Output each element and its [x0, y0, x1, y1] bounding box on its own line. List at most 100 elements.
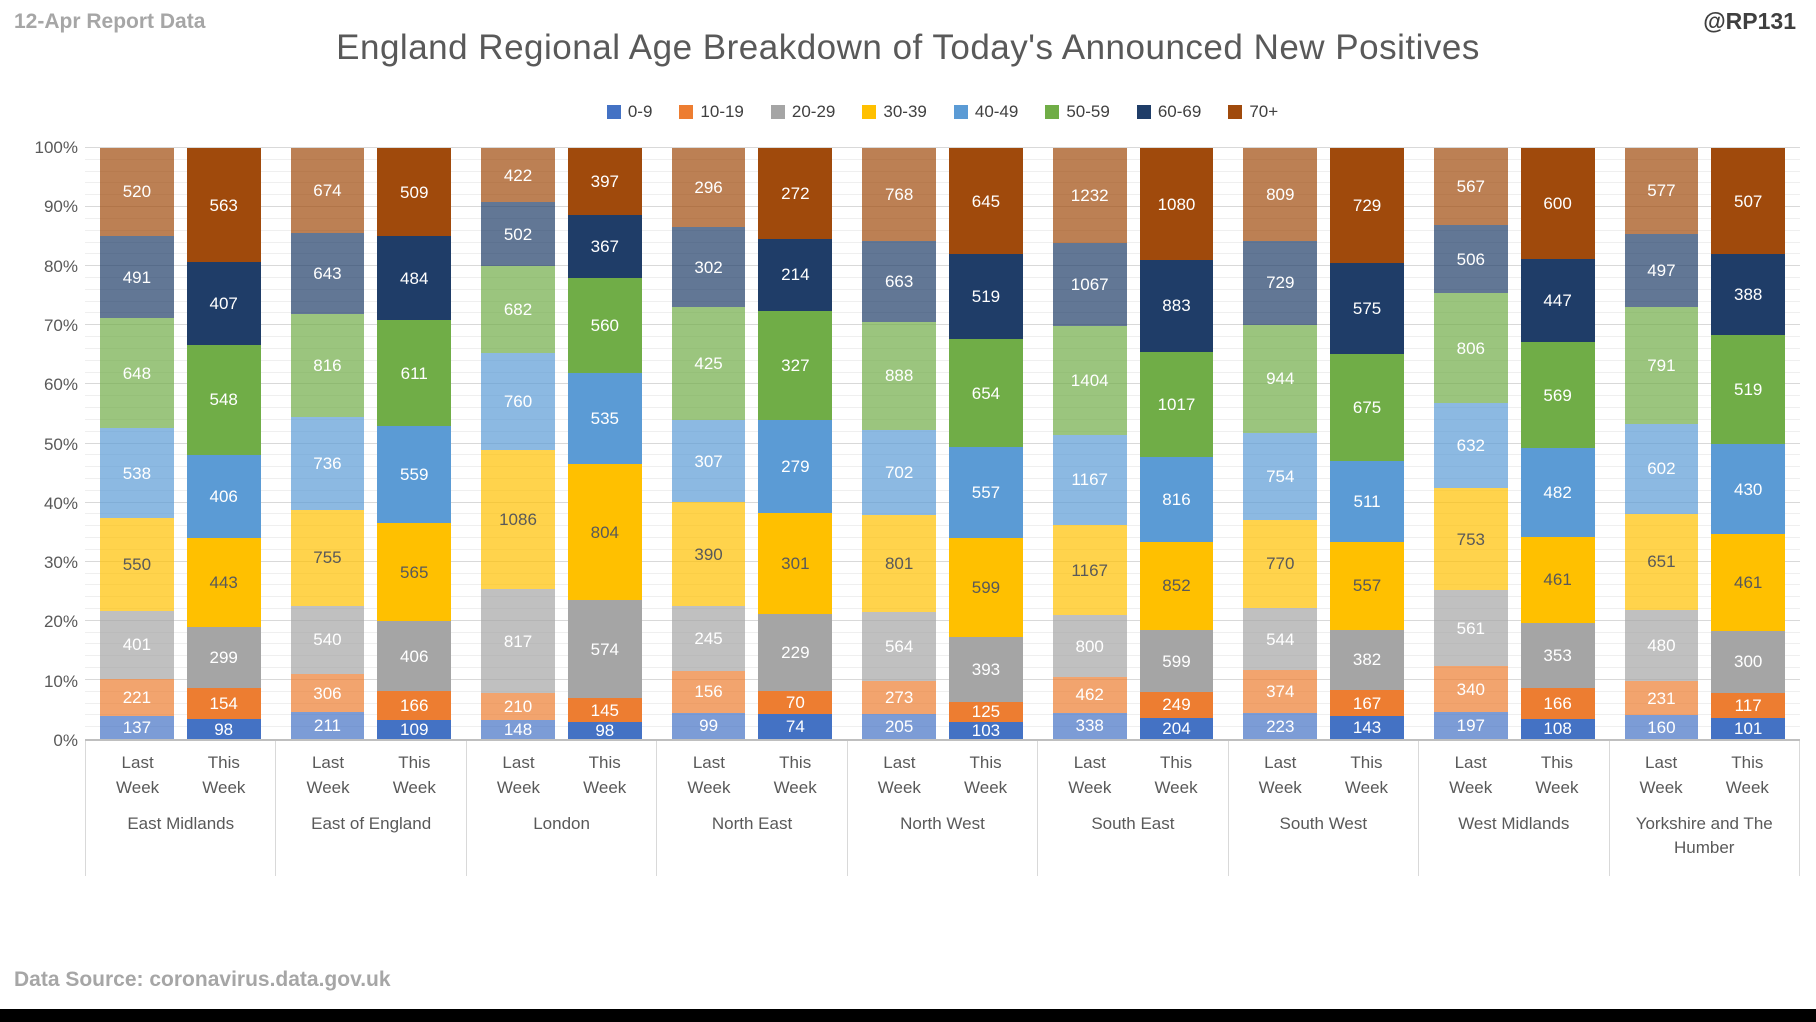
bar-segment-40-49: 557 [949, 446, 1023, 539]
bar-segment-0-9: 108 [1520, 718, 1595, 739]
bar-segment-70+: 397 [567, 148, 642, 216]
bar-segment-40-49: 760 [481, 353, 555, 451]
region-name-label: West Midlands [1458, 814, 1570, 834]
bar-segment-10-19: 117 [1711, 693, 1786, 718]
bar-segment-0-9: 160 [1624, 715, 1699, 739]
bar-segment-0-9: 74 [758, 714, 833, 739]
bar-segment-50-59: 611 [377, 320, 452, 427]
bar-segment-30-39: 770 [1243, 519, 1318, 609]
bar-segment-40-49: 279 [758, 420, 833, 514]
bar-segment-70+: 600 [1520, 148, 1595, 260]
legend-item-0-9: 0-9 [606, 102, 652, 122]
minor-gridline [85, 312, 1800, 314]
stacked-bar-last-week: 99 156 245 390 307 425 302 296 [671, 148, 746, 739]
stacked-bar-this-week: 98 145 574 804 535 560 367 397 [567, 148, 642, 739]
bar-segment-20-29: 817 [481, 588, 555, 694]
bar-segment-30-39: 755 [290, 510, 365, 606]
plot-area: 137 221 401 550 538 648 491 520 98 154 299 443 406 54… [85, 147, 1800, 741]
region-name-label: North West [900, 814, 985, 834]
bar-segment-40-49: 307 [671, 420, 746, 503]
bar-segment-60-69: 506 [1433, 224, 1508, 294]
minor-gridline [85, 454, 1800, 456]
bar-segment-10-19: 306 [290, 673, 365, 713]
bar-segment-40-49: 538 [100, 427, 174, 519]
minor-gridline [85, 194, 1800, 196]
bar-segment-20-29: 800 [1052, 615, 1127, 678]
legend-item-20-29: 20-29 [770, 102, 835, 122]
bar-segment-0-9: 223 [1243, 713, 1318, 739]
minor-gridline [85, 596, 1800, 598]
bar-segment-20-29: 382 [1330, 629, 1404, 691]
y-tick-label: 70% [43, 315, 78, 335]
bar-segment-0-9: 143 [1330, 716, 1404, 739]
bottom-black-bar [0, 1009, 1816, 1022]
bar-segment-20-29: 401 [100, 611, 174, 679]
minor-gridline [85, 631, 1800, 633]
week-label: This Week [1154, 753, 1198, 797]
bar-segment-50-59: 806 [1433, 293, 1508, 403]
region-name-label: London [533, 814, 590, 834]
legend-swatch [770, 105, 785, 119]
major-gridline [85, 206, 1800, 208]
bar-segment-50-59: 791 [1624, 307, 1699, 425]
bar-segment-70+: 509 [377, 148, 452, 237]
x-group: Last Week This Week South West [1227, 741, 1418, 876]
major-gridline [85, 147, 1800, 148]
y-tick-label: 20% [43, 612, 78, 632]
bar-segment-20-29: 540 [290, 605, 365, 674]
x-group: Last Week This Week London [465, 741, 656, 876]
region-name-label: East of England [311, 814, 432, 834]
week-label: Last Week [1449, 753, 1493, 797]
major-gridline [85, 501, 1800, 503]
legend-item-40-49: 40-49 [953, 102, 1018, 122]
bar-segment-60-69: 643 [290, 233, 365, 315]
week-label: This Week [583, 753, 627, 797]
minor-gridline [85, 300, 1800, 302]
stacked-bar-this-week: 143 167 382 557 511 675 575 729 [1330, 148, 1404, 739]
bar-segment-50-59: 675 [1330, 354, 1404, 461]
bar-segment-20-29: 564 [862, 612, 937, 681]
bar-segment-10-19: 166 [377, 691, 452, 721]
minor-gridline [85, 430, 1800, 432]
stacked-bar-this-week: 103 125 393 599 557 654 519 645 [949, 148, 1023, 739]
region-name-label: East Midlands [127, 814, 235, 834]
week-label: Last Week [877, 753, 921, 797]
bar-segment-0-9: 338 [1052, 712, 1127, 739]
bar-segment-0-9: 204 [1139, 717, 1214, 739]
x-axis-labels: Last Week This Week East Midlands Last Week Thi… [85, 741, 1800, 876]
bar-segment-70+: 645 [949, 148, 1023, 255]
bar-segment-10-19: 167 [1330, 690, 1404, 717]
minor-gridline [85, 726, 1800, 728]
region-name-label: North East [711, 814, 793, 834]
minor-gridline [85, 229, 1800, 231]
bar-segment-0-9: 98 [567, 722, 642, 739]
minor-gridline [85, 371, 1800, 373]
bar-segment-30-39: 801 [862, 515, 937, 613]
stacked-bar-this-week: 109 166 406 565 559 611 484 509 [377, 148, 452, 739]
x-group: Last Week This Week North West [846, 741, 1037, 876]
week-label: Last Week [1068, 753, 1112, 797]
bar-segment-10-19: 156 [671, 671, 746, 713]
y-axis: 0% 10% 20% 30% 40% 50% 60% 70% 80% 90% 100% [0, 138, 78, 750]
bar-segment-70+: 674 [290, 148, 365, 234]
bar-segment-10-19: 154 [186, 687, 261, 720]
major-gridline [85, 265, 1800, 267]
bar-segment-60-69: 502 [481, 201, 555, 267]
bar-segment-60-69: 491 [100, 235, 174, 319]
bar-segment-10-19: 249 [1139, 692, 1214, 718]
bar-segment-30-39: 651 [1624, 513, 1699, 610]
week-label: This Week [202, 753, 246, 797]
bar-segment-30-39: 390 [671, 502, 746, 606]
bar-segment-50-59: 1017 [1139, 351, 1214, 458]
bar-segment-40-49: 559 [377, 426, 452, 524]
bars-container: 137 221 401 550 538 648 491 520 98 154 299 443 406 54… [85, 148, 1800, 739]
legend-swatch [606, 105, 621, 119]
bar-segment-50-59: 888 [862, 321, 937, 430]
bar-segment-70+: 567 [1433, 148, 1508, 225]
bar-segment-40-49: 754 [1243, 433, 1318, 520]
bar-segment-70+: 1080 [1139, 148, 1214, 261]
region-group: 197 340 561 753 632 806 506 567 108 166 353 461 482 5… [1419, 148, 1610, 739]
legend-item-70+: 70+ [1228, 102, 1278, 122]
legend-item-30-39: 30-39 [862, 102, 927, 122]
x-group: Last Week This Week East Midlands [85, 741, 275, 876]
